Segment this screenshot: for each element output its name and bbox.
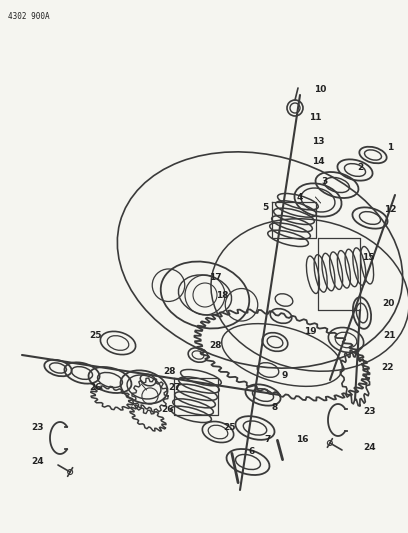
Text: 20: 20 <box>382 300 394 309</box>
Text: 9: 9 <box>282 370 288 379</box>
Text: 17: 17 <box>208 273 221 282</box>
Text: 13: 13 <box>312 138 324 147</box>
Text: 14: 14 <box>312 157 324 166</box>
Text: 6: 6 <box>249 448 255 456</box>
Text: 24: 24 <box>32 457 44 466</box>
Text: 3: 3 <box>322 177 328 187</box>
Text: 22: 22 <box>382 364 394 373</box>
Text: 28: 28 <box>209 341 221 350</box>
Text: 18: 18 <box>216 292 228 301</box>
Text: 15: 15 <box>362 254 374 262</box>
Text: 7: 7 <box>265 435 271 445</box>
Text: 8: 8 <box>272 403 278 413</box>
Text: 25: 25 <box>89 330 101 340</box>
Text: 16: 16 <box>296 435 308 445</box>
Text: 26: 26 <box>162 406 174 415</box>
Text: 1: 1 <box>387 143 393 152</box>
Text: 4302 900A: 4302 900A <box>8 12 50 21</box>
Text: 11: 11 <box>309 114 321 123</box>
Text: 27: 27 <box>169 384 181 392</box>
Text: 26: 26 <box>89 384 101 392</box>
Text: 21: 21 <box>384 330 396 340</box>
Text: 10: 10 <box>314 85 326 94</box>
Text: 5: 5 <box>262 204 268 213</box>
Text: 23: 23 <box>32 424 44 432</box>
Text: 4: 4 <box>297 193 303 203</box>
Text: 2: 2 <box>357 164 363 173</box>
Text: 23: 23 <box>364 408 376 416</box>
Text: 25: 25 <box>224 424 236 432</box>
Text: 28: 28 <box>164 367 176 376</box>
Text: 12: 12 <box>384 206 396 214</box>
Text: 24: 24 <box>364 443 376 453</box>
Text: 19: 19 <box>304 327 316 336</box>
